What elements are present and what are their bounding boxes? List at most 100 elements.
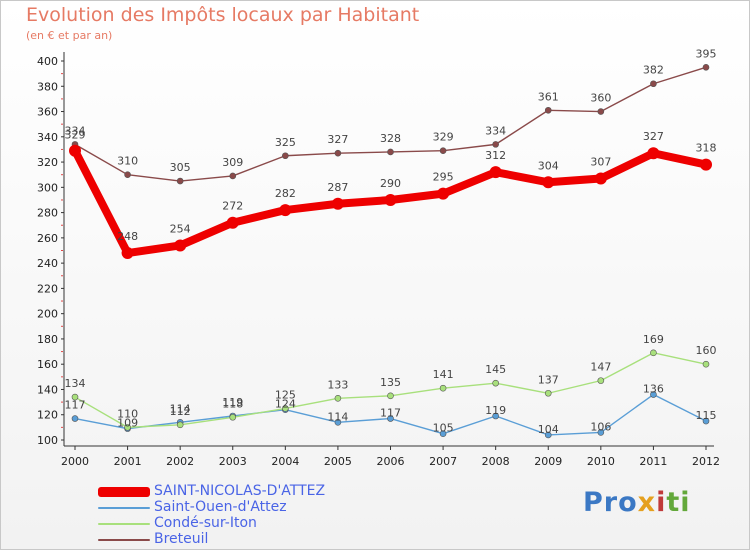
data-label: 329: [65, 129, 86, 142]
data-point: [544, 106, 552, 114]
data-label: 119: [222, 396, 243, 409]
data-label: 312: [485, 149, 506, 162]
data-label: 106: [590, 420, 611, 433]
x-tick-label: 2007: [429, 455, 457, 468]
data-point: [702, 417, 710, 425]
legend-label: Saint-Ouen-d'Attez: [154, 499, 287, 515]
x-tick-label: 2010: [587, 455, 615, 468]
data-point: [650, 349, 657, 357]
data-point: [542, 176, 555, 189]
data-point: [702, 64, 710, 71]
data-label: 318: [696, 142, 717, 155]
data-label: 118: [222, 397, 243, 410]
x-tick-label: 2011: [639, 455, 667, 468]
data-label: 169: [643, 333, 664, 346]
data-point: [594, 172, 607, 185]
data-label: 334: [485, 124, 506, 137]
y-tick-label: 400: [37, 55, 58, 68]
data-label: 109: [117, 417, 138, 430]
data-label: 328: [380, 132, 401, 145]
data-label: 334: [65, 124, 86, 137]
data-label: 290: [380, 177, 401, 190]
data-point: [334, 419, 342, 426]
data-point: [176, 177, 184, 185]
data-label: 254: [170, 222, 191, 235]
data-point: [544, 431, 552, 439]
data-label: 282: [275, 187, 296, 200]
data-label: 307: [590, 155, 611, 168]
data-point: [124, 171, 131, 178]
y-tick-label: 300: [37, 181, 58, 194]
y-tick-label: 360: [37, 106, 58, 119]
data-point: [702, 360, 710, 368]
y-tick-label: 340: [37, 131, 58, 144]
data-label: 361: [538, 90, 559, 103]
chart-axes: 100 120 140 160 180 200 220 240 260 280 300 320 340 3…: [37, 52, 720, 468]
data-label: 105: [433, 422, 454, 435]
x-tick-label: 2008: [482, 455, 510, 468]
x-tick-label: 2000: [61, 455, 89, 468]
x-tick-label: 2009: [534, 455, 562, 468]
data-label: 327: [327, 133, 348, 146]
x-tick-label: 2001: [114, 455, 142, 468]
data-point: [492, 412, 499, 420]
data-label: 160: [696, 344, 717, 357]
data-label: 104: [538, 423, 559, 436]
data-point: [69, 144, 81, 157]
data-label: 117: [65, 399, 86, 412]
y-tick-label: 120: [37, 409, 58, 422]
data-label: 141: [433, 368, 454, 381]
y-tick-label: 100: [37, 434, 58, 447]
data-label: 329: [433, 131, 454, 144]
data-point: [387, 392, 394, 400]
data-point: [282, 405, 289, 412]
data-label: 382: [643, 64, 664, 77]
legend-label: SAINT-NICOLAS-D'ATTEZ: [154, 483, 326, 499]
data-point: [71, 415, 79, 422]
data-label: 248: [117, 230, 138, 243]
data-point: [334, 395, 342, 402]
data-point: [226, 216, 239, 229]
x-tick-label: 2012: [692, 455, 720, 468]
y-tick-label: 180: [37, 333, 58, 346]
y-tick-label: 380: [37, 80, 58, 93]
data-label: 125: [275, 388, 296, 401]
data-label: 305: [170, 161, 191, 174]
data-point: [439, 384, 447, 392]
y-tick-label: 260: [37, 232, 58, 245]
y-tick-label: 220: [37, 282, 58, 295]
data-point: [437, 187, 450, 200]
data-label: 119: [485, 404, 506, 417]
data-label: 272: [222, 200, 243, 213]
data-label: 112: [170, 405, 191, 418]
x-tick-label: 2002: [166, 455, 194, 468]
legend-label: Breteuil: [154, 531, 209, 547]
data-point: [176, 421, 184, 429]
data-point: [597, 429, 605, 436]
data-point: [279, 204, 292, 217]
data-point: [387, 415, 394, 422]
legend-swatch: [98, 539, 150, 541]
data-point: [489, 166, 502, 179]
data-label: 136: [643, 383, 664, 396]
data-label: 145: [485, 363, 506, 376]
chart-subtitle: (en € et par an): [26, 29, 113, 42]
y-tick-label: 320: [37, 156, 58, 169]
x-tick-label: 2003: [219, 455, 247, 468]
y-tick-label: 140: [37, 383, 58, 396]
data-label: 309: [222, 156, 243, 169]
data-point: [282, 152, 289, 160]
data-label: 325: [275, 136, 296, 149]
data-point: [647, 147, 660, 160]
data-label: 124: [275, 398, 296, 411]
data-point: [700, 158, 712, 171]
data-point: [124, 424, 131, 431]
y-tick-label: 240: [37, 257, 58, 270]
chart-data-labels: 329 248 254 272 282 287 290 295 312 304 307 327 318 1…: [65, 47, 717, 436]
data-point: [229, 172, 237, 180]
data-point: [439, 430, 447, 437]
legend-swatch: [98, 523, 150, 525]
data-label: 295: [433, 171, 454, 184]
data-label: 287: [327, 181, 348, 194]
